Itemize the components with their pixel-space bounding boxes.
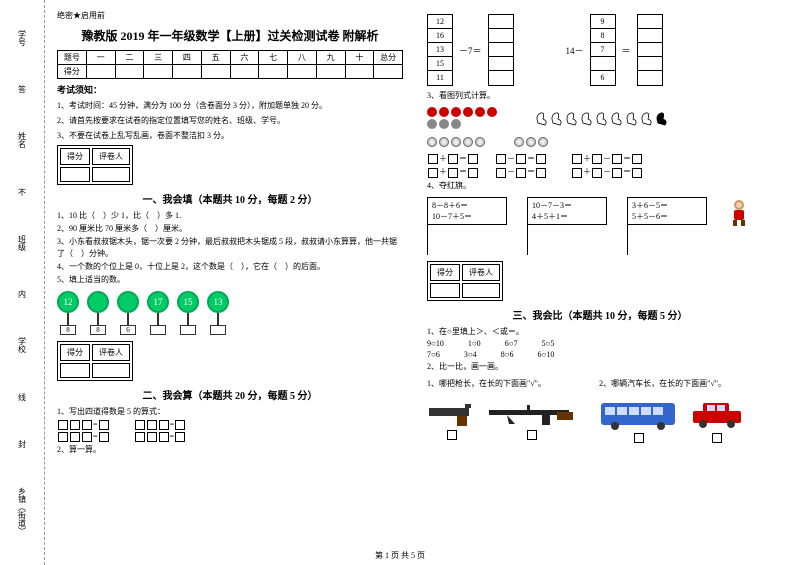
- page-footer: 第 1 页 共 5 页: [0, 550, 800, 561]
- binding-label: 乡镇（街道）: [17, 487, 28, 535]
- flag-group: 8－8＋6＝10－7＋5＝ 10－7－3＝4＋5＋1＝ 3＋6－5＝5＋5－6＝: [427, 197, 773, 255]
- question: 1、10 比（ ）少 1，比（ ）多 1.: [57, 210, 403, 221]
- compare-row: 7○63○48○66○10: [427, 350, 773, 359]
- section-1-title: 一、我会填（本题共 10 分，每题 2 分）: [57, 191, 403, 206]
- question: 2、90 厘米比 70 厘米多（ ）厘米。: [57, 223, 403, 234]
- lollipop: 128: [57, 291, 79, 335]
- question: 5、填上适当的数。: [57, 274, 403, 285]
- compare-row: 9○101○06○75○5: [427, 339, 773, 348]
- question: 4、一个数的个位上是 0，十位上是 2，这个数是（ ），它在（ ）的后面。: [57, 261, 403, 272]
- notice-item: 2、请首先按要求在试卷的指定位置填写您的姓名、班级、学号。: [57, 115, 403, 127]
- score-label: 得分: [58, 65, 87, 79]
- child-icon: [727, 197, 751, 227]
- sub-question: 2、哪辆汽车长，在长的下面画"√"。: [599, 378, 765, 389]
- vert-boxes: 9876: [590, 14, 616, 86]
- exam-title: 豫教版 2019 年一年级数学【上册】过关检测试卷 附解析: [57, 27, 403, 44]
- question: 1、写出四道得数是 5 的算式：: [57, 406, 403, 417]
- right-column: 1216131511 －7＝ 14－ 9876 ＝ 3、看图列式计算。 ＋＝ －…: [415, 0, 785, 565]
- lollipop: 13: [207, 291, 229, 335]
- bead-group: [427, 105, 497, 131]
- equation-blanks: = = = =: [57, 419, 403, 441]
- ducks-icon: [533, 105, 673, 129]
- gun-item: [487, 402, 577, 440]
- binding-label: 封: [17, 440, 28, 448]
- flag: 10－7－3＝4＋5＋1＝: [527, 197, 607, 255]
- binding-label: 答: [17, 85, 28, 93]
- flag: 8－8＋6＝10－7＋5＝: [427, 197, 507, 255]
- vehicle-item: [689, 399, 745, 443]
- lollipop-row: 128 8 6 17 15 13: [57, 291, 403, 335]
- bus-icon: [599, 399, 679, 431]
- gun-item: [427, 402, 477, 440]
- lollipop: 15: [177, 291, 199, 335]
- binding-label: 班级: [17, 235, 28, 251]
- binding-label: 不: [17, 188, 28, 196]
- images-row: [427, 395, 773, 447]
- notice-item: 3、不要在试卷上乱写乱画，卷面不整洁扣 3 分。: [57, 130, 403, 142]
- flag: 3＋6－5＝5＋5－6＝: [627, 197, 707, 255]
- section-2-title: 二、我会算（本题共 20 分，每题 5 分）: [57, 387, 403, 402]
- question: 1、在○里填上＞、＜或＝。: [427, 326, 773, 337]
- car-icon: [689, 399, 745, 431]
- lollipop: 6: [117, 291, 139, 335]
- beads-row: [427, 105, 773, 131]
- binding-label: 学号: [17, 30, 28, 46]
- question: 3、小东看叔叔锯木头，锯一次要 2 分钟，最后叔叔把木头锯成 5 段，叔叔请小东…: [57, 236, 403, 258]
- equation-line: ＋＝ －＝ ＋－＝: [427, 166, 773, 177]
- left-column: 绝密★启用前 豫教版 2019 年一年级数学【上册】过关检测试卷 附解析 题号 …: [45, 0, 415, 565]
- duck-group: [533, 105, 673, 131]
- vert-boxes-result: [488, 14, 514, 86]
- vehicle-item: [599, 399, 679, 443]
- section-3-title: 三、我会比（本题共 10 分，每题 5 分）: [427, 307, 773, 322]
- vert-boxes-result: [637, 14, 663, 86]
- vertical-calc-row: 1216131511 －7＝ 14－ 9876 ＝: [427, 14, 773, 86]
- binding-label: 学校: [17, 337, 28, 353]
- operator: 14－: [566, 44, 584, 57]
- question: 2、比一比，画一画。: [427, 361, 773, 372]
- lollipop: 17: [147, 291, 169, 335]
- score-label: 题号: [58, 51, 87, 65]
- binding-label: 姓名: [17, 132, 28, 148]
- grader-box: 得分评卷人: [57, 341, 133, 381]
- vert-boxes: 1216131511: [427, 14, 453, 86]
- operator: －7＝: [459, 44, 482, 57]
- binding-label: 内: [17, 290, 28, 298]
- pearl-row: [427, 135, 773, 149]
- rifle-icon: [487, 402, 577, 428]
- notice-heading: 考试须知：: [57, 83, 403, 96]
- secret-header: 绝密★启用前: [57, 10, 403, 21]
- pistol-icon: [427, 402, 477, 428]
- binding-margin: 学号 答 姓名 不 班级 内 学校 线 封 乡镇（街道）: [0, 0, 45, 565]
- grader-box: 得分评卷人: [427, 261, 503, 301]
- equals: ＝: [622, 44, 631, 57]
- question: 3、看图列式计算。: [427, 90, 773, 101]
- question: 2、算一算。: [57, 444, 403, 455]
- lollipop: 8: [87, 291, 109, 335]
- sub-question: 1、哪把枪长，在长的下面画"√"。: [427, 378, 593, 389]
- notice-item: 1、考试时间：45 分钟，满分为 100 分（含卷面分 3 分），附加题单独 2…: [57, 100, 403, 112]
- grader-box: 得分评卷人: [57, 145, 133, 185]
- binding-label: 线: [17, 393, 28, 401]
- question: 4、夺红旗。: [427, 180, 773, 191]
- score-table: 题号 一二三四五六七八九十总分 得分: [57, 50, 403, 79]
- equation-line: ＋＝ －＝ ＋－＝: [427, 153, 773, 164]
